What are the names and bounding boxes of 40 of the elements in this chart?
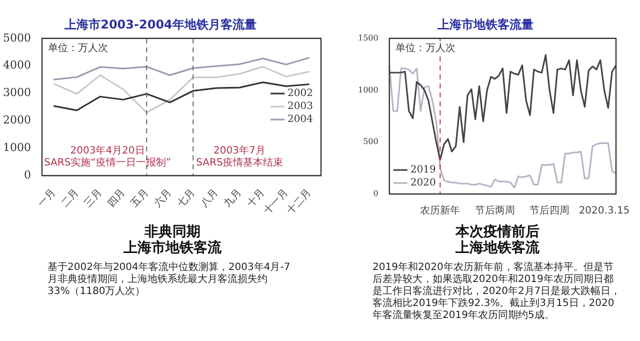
x-tick-label: 节后两周 (474, 204, 515, 217)
x-tick-label: 六月 (152, 186, 174, 210)
y-axis-title: 单位：万人次 (395, 42, 456, 54)
x-tick-label: 三月 (82, 187, 104, 210)
y-tick-label: 1000 (358, 85, 378, 94)
ref-line-label: 2003年7月 SARS疫情基本结束 (196, 144, 283, 169)
text: 2019年和2020年农历新年前，客流基本持平。但是节后差异较大，如果选取2020年和2019年农历同期日都是工作日客流进行对比，2020年2月7日是最大跌幅日，客流相比2019年下跌92.3%。截止到3月15日，2020年客流量恢复至2019年农历同期约5成。 (372, 262, 622, 322)
legend-label: 2003 (288, 101, 314, 112)
x-tick-label: 节后四周 (530, 204, 570, 217)
x-tick-label: 九月 (221, 186, 244, 210)
x-tick-label: 四月 (106, 187, 128, 210)
legend-label: 2019 (410, 164, 436, 176)
chart-title: 上海市2003-2004年地铁月客流量 (64, 17, 256, 32)
y-tick-label: 3000 (2, 86, 31, 100)
chart-title: 上海市地铁客流量 (436, 17, 534, 32)
y-tick-label: 4000 (2, 58, 31, 72)
x-tick-label: 农历新年 (420, 204, 460, 217)
legend-label: 2004 (288, 114, 314, 126)
y-tick-label: 500 (363, 137, 378, 146)
text: 上海市地铁客流 (124, 240, 222, 256)
x-tick-label: 八月 (198, 187, 221, 210)
x-tick-label: 五月 (129, 187, 151, 210)
y-tick-label: 0 (373, 189, 378, 198)
ref-line-label: 2003年4月20日 SARS实施“疫情一日一报制” (44, 144, 172, 169)
y-tick-label: 5000 (2, 31, 31, 44)
text: 本次疫情前后 (456, 224, 540, 240)
y-tick-label: 2000 (2, 114, 31, 127)
x-tick-label: 二月 (59, 187, 82, 210)
y-tick-label: 0 (24, 168, 31, 182)
text: 基于2002年与2004年客流中位数测算，2003年4月-7月非典疫情期间，上海地铁系统最大月客流损失约33%（1180万人次） (48, 262, 292, 298)
legend-label: 2002 (288, 88, 314, 100)
x-tick-label: 七月 (174, 186, 198, 210)
x-tick-label: 2020.3.15 (578, 206, 630, 217)
legend-label: 2020 (410, 178, 436, 189)
y-tick-label: 1500 (358, 33, 378, 42)
y-axis-title: 单位：万人次 (48, 42, 108, 54)
x-tick-label: 一月 (36, 187, 58, 210)
text: 非典同期 (144, 224, 200, 240)
y-tick-label: 1000 (2, 141, 31, 154)
text: 上海地铁客流 (456, 240, 540, 256)
